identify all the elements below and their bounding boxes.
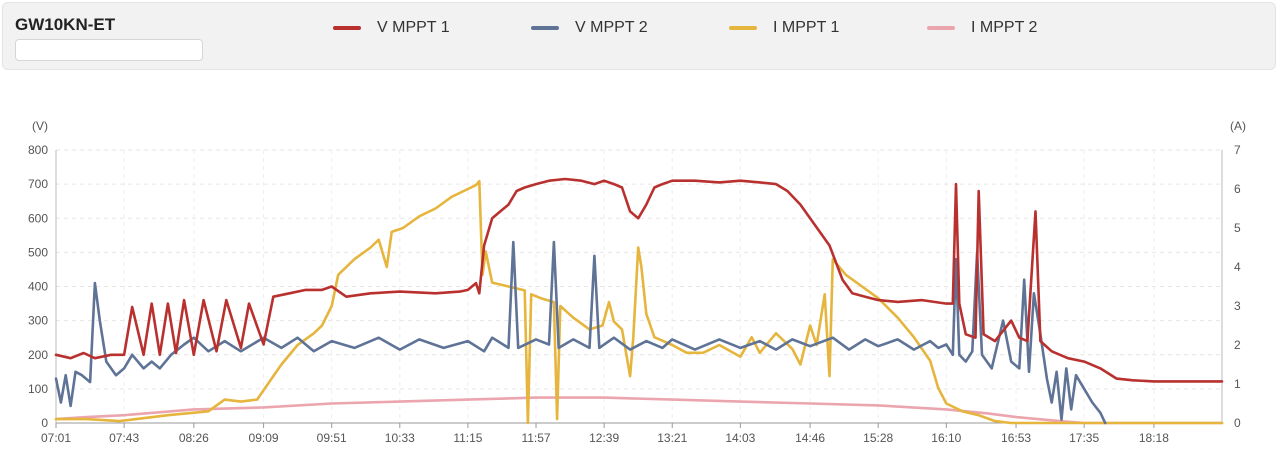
legend-label: V MPPT 1 bbox=[377, 19, 450, 37]
x-tick-label: 16:10 bbox=[931, 431, 961, 445]
y-left-tick-label: 400 bbox=[28, 280, 48, 294]
legend-swatch bbox=[333, 26, 361, 30]
y-right-tick-label: 3 bbox=[1234, 299, 1241, 313]
filter-bar: GW10KN-ET V MPPT 1 V MPPT 2 I MPPT 1 I M… bbox=[2, 2, 1276, 70]
y-left-tick-label: 600 bbox=[28, 211, 48, 225]
y-left-tick-label: 800 bbox=[28, 143, 48, 157]
x-tick-label: 17:35 bbox=[1069, 431, 1099, 445]
x-tick-label: 13:21 bbox=[657, 431, 687, 445]
series-line-v-mppt-1 bbox=[56, 179, 1222, 381]
y-right-tick-label: 0 bbox=[1234, 416, 1241, 430]
series-line-v-mppt-2 bbox=[56, 242, 1105, 423]
y-left-axis-unit: (V) bbox=[32, 119, 48, 133]
y-right-tick-label: 7 bbox=[1234, 143, 1241, 157]
y-left-tick-label: 0 bbox=[41, 416, 48, 430]
legend-item-i-mppt-2[interactable]: I MPPT 2 bbox=[927, 17, 1037, 39]
x-tick-label: 08:26 bbox=[179, 431, 209, 445]
legend-item-i-mppt-1[interactable]: I MPPT 1 bbox=[729, 17, 839, 39]
y-right-tick-label: 1 bbox=[1234, 377, 1241, 391]
y-left-tick-label: 300 bbox=[28, 314, 48, 328]
legend-swatch bbox=[729, 26, 757, 30]
y-left-tick-label: 200 bbox=[28, 348, 48, 362]
x-tick-label: 09:09 bbox=[249, 431, 279, 445]
x-tick-label: 16:53 bbox=[1001, 431, 1031, 445]
y-right-tick-label: 4 bbox=[1234, 260, 1241, 274]
y-right-tick-label: 5 bbox=[1234, 221, 1241, 235]
legend-label: V MPPT 2 bbox=[575, 19, 648, 37]
x-tick-label: 15:28 bbox=[863, 431, 893, 445]
device-name: GW10KN-ET bbox=[15, 15, 115, 35]
x-tick-label: 18:18 bbox=[1139, 431, 1169, 445]
y-right-tick-label: 2 bbox=[1234, 338, 1241, 352]
legend-label: I MPPT 2 bbox=[971, 19, 1037, 37]
legend-item-v-mppt-2[interactable]: V MPPT 2 bbox=[531, 17, 648, 39]
x-tick-label: 10:33 bbox=[385, 431, 415, 445]
x-tick-label: 14:03 bbox=[725, 431, 755, 445]
device-search-input[interactable] bbox=[15, 39, 203, 61]
y-left-tick-label: 700 bbox=[28, 177, 48, 191]
x-tick-label: 14:46 bbox=[795, 431, 825, 445]
chart-area: 0 100 200 300 400 500 600 700 800 0 1 2 3 4 5 6 7 (V) (A) 0… bbox=[0, 110, 1280, 464]
x-tick-label: 07:43 bbox=[109, 431, 139, 445]
y-right-axis-unit: (A) bbox=[1230, 119, 1246, 133]
y-right-tick-label: 6 bbox=[1234, 182, 1241, 196]
x-tick-label: 07:01 bbox=[41, 431, 71, 445]
legend-swatch bbox=[531, 26, 559, 30]
x-tick-label: 11:15 bbox=[453, 431, 482, 445]
x-tick-label: 11:57 bbox=[521, 431, 550, 445]
legend-label: I MPPT 1 bbox=[773, 19, 839, 37]
legend-item-v-mppt-1[interactable]: V MPPT 1 bbox=[333, 17, 450, 39]
y-left-tick-label: 100 bbox=[28, 382, 48, 396]
legend-swatch bbox=[927, 26, 955, 30]
x-tick-label: 09:51 bbox=[317, 431, 347, 445]
line-chart: 0 100 200 300 400 500 600 700 800 0 1 2 3 4 5 6 7 (V) (A) 0… bbox=[0, 110, 1280, 464]
x-tick-label: 12:39 bbox=[589, 431, 619, 445]
y-left-tick-label: 500 bbox=[28, 245, 48, 259]
